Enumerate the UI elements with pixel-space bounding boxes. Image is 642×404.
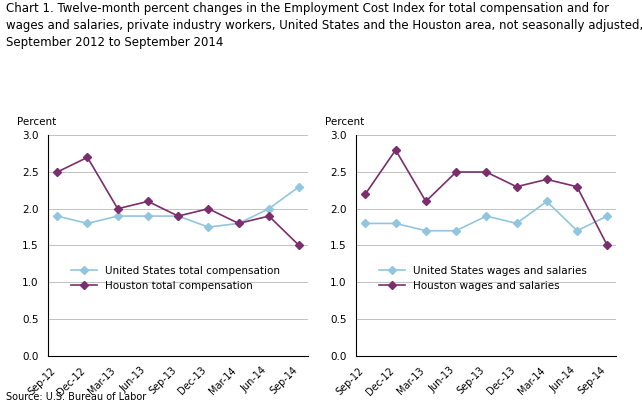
Houston wages and salaries [361, 191, 369, 196]
Houston total compensation [83, 155, 91, 160]
United States total compensation [114, 214, 121, 219]
Houston total compensation [265, 214, 273, 219]
Houston wages and salaries [513, 184, 521, 189]
Houston total compensation [174, 214, 182, 219]
United States total compensation [295, 184, 303, 189]
United States total compensation [235, 221, 243, 226]
Text: Percent: Percent [17, 116, 56, 126]
Legend: United States wages and salaries, Houston wages and salaries: United States wages and salaries, Housto… [374, 261, 591, 295]
United States wages and salaries [392, 221, 399, 226]
Line: Houston total compensation: Houston total compensation [55, 155, 302, 248]
United States total compensation [265, 206, 273, 211]
Houston wages and salaries [603, 243, 611, 248]
United States total compensation [205, 225, 213, 229]
Text: Percent: Percent [325, 116, 365, 126]
Houston wages and salaries [452, 170, 460, 175]
Houston wages and salaries [573, 184, 581, 189]
United States wages and salaries [603, 214, 611, 219]
United States wages and salaries [361, 221, 369, 226]
United States wages and salaries [483, 214, 490, 219]
United States total compensation [53, 214, 61, 219]
United States wages and salaries [452, 228, 460, 233]
United States total compensation [83, 221, 91, 226]
Houston total compensation [144, 199, 152, 204]
United States wages and salaries [513, 221, 521, 226]
Line: United States wages and salaries: United States wages and salaries [363, 199, 610, 234]
United States wages and salaries [422, 228, 429, 233]
Houston total compensation [114, 206, 121, 211]
United States total compensation [144, 214, 152, 219]
Houston total compensation [205, 206, 213, 211]
Line: Houston wages and salaries: Houston wages and salaries [363, 147, 610, 248]
Line: United States total compensation: United States total compensation [55, 184, 302, 230]
Houston wages and salaries [483, 170, 490, 175]
United States wages and salaries [573, 228, 581, 233]
Houston wages and salaries [422, 199, 429, 204]
Houston total compensation [53, 170, 61, 175]
Houston wages and salaries [543, 177, 551, 182]
Houston total compensation [235, 221, 243, 226]
Houston total compensation [295, 243, 303, 248]
Text: Source: U.S. Bureau of Labor: Source: U.S. Bureau of Labor [6, 392, 146, 402]
Houston wages and salaries [392, 147, 399, 152]
Legend: United States total compensation, Houston total compensation: United States total compensation, Housto… [66, 261, 284, 295]
United States total compensation [174, 214, 182, 219]
United States wages and salaries [543, 199, 551, 204]
Text: Chart 1. Twelve-month percent changes in the Employment Cost Index for total com: Chart 1. Twelve-month percent changes in… [6, 2, 642, 49]
